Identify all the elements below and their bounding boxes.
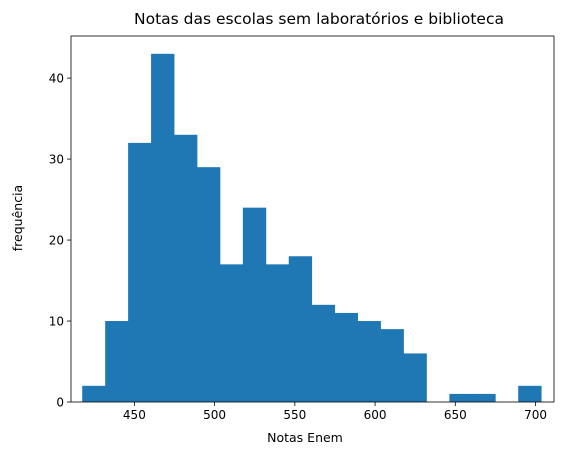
histogram-bar <box>174 134 198 403</box>
histogram-bar <box>82 385 106 402</box>
histogram-bar <box>105 321 129 402</box>
x-tick-label: 650 <box>444 408 467 422</box>
histogram-bar <box>311 304 336 402</box>
y-tick-label: 30 <box>49 153 64 167</box>
x-axis-label: Notas Enem <box>267 430 343 445</box>
x-tick-label: 450 <box>123 408 146 422</box>
y-tick-label: 10 <box>49 315 64 329</box>
histogram-bar <box>472 393 496 402</box>
x-tick-label: 600 <box>364 408 387 422</box>
x-axis-ticks: 450 500 550 600 650 700 <box>123 402 547 422</box>
histogram-bar <box>288 256 313 402</box>
plot-frame <box>70 35 555 403</box>
histogram-bar <box>403 353 427 402</box>
histogram-bar <box>518 385 542 402</box>
histogram-bar <box>151 53 175 403</box>
histogram-bar <box>449 393 473 402</box>
x-tick-label: 700 <box>524 408 547 422</box>
histogram-bar <box>242 207 267 402</box>
histogram-bar <box>128 142 152 402</box>
y-tick-label: 40 <box>49 72 64 86</box>
histogram-bar <box>219 264 244 402</box>
bars-group <box>82 53 542 403</box>
y-tick-label: 0 <box>56 396 64 410</box>
histogram-bar <box>380 329 404 402</box>
histogram-bar <box>357 321 381 402</box>
histogram-bar <box>196 167 221 402</box>
y-axis-label: frequência <box>10 185 25 251</box>
y-tick-label: 20 <box>49 234 64 248</box>
chart-title: Notas das escolas sem laboratórios e bib… <box>134 10 504 28</box>
x-tick-label: 550 <box>283 408 306 422</box>
histogram-bar <box>334 312 358 402</box>
histogram-bar <box>265 264 290 402</box>
y-axis-ticks: 0 10 20 30 40 <box>49 72 71 410</box>
x-tick-label: 500 <box>203 408 226 422</box>
